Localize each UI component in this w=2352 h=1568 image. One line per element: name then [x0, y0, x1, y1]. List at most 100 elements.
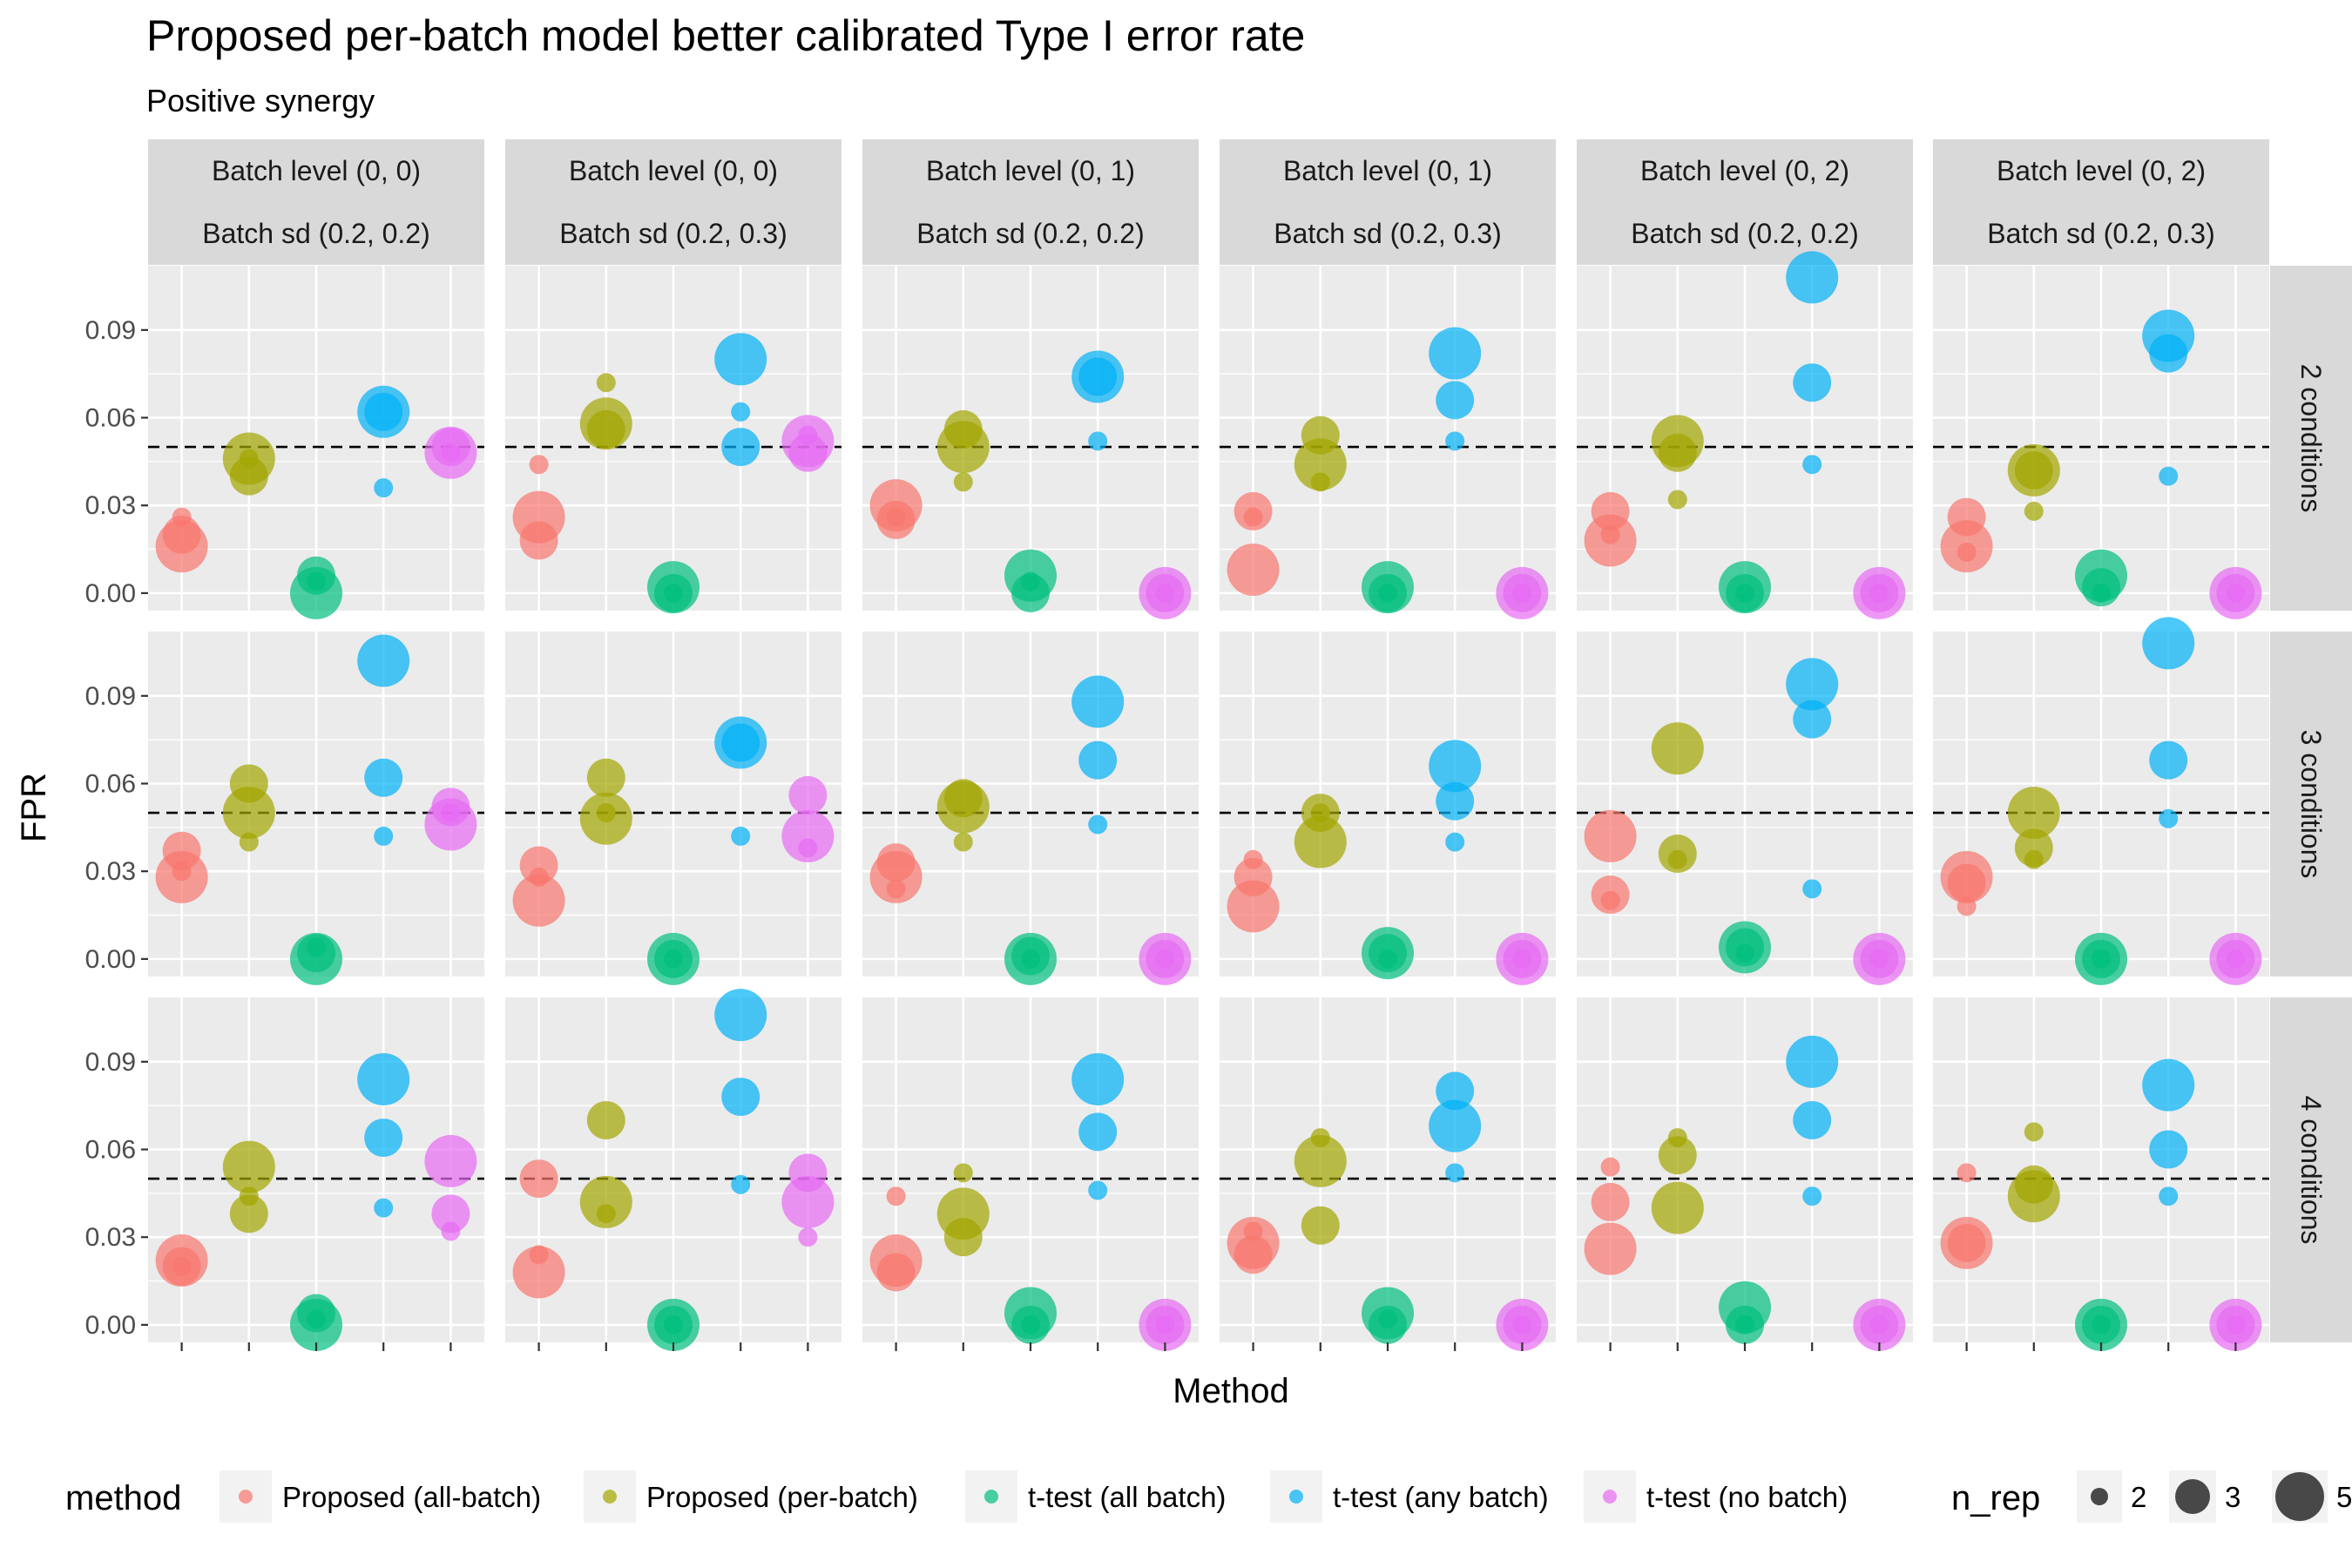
data-point [1445, 1163, 1465, 1183]
column-strip-label: Batch level (0, 1) [926, 155, 1135, 186]
data-point [1310, 472, 1330, 492]
row-strip [2270, 997, 2352, 1342]
data-point [714, 989, 767, 1042]
data-point [596, 1204, 616, 1224]
data-point [1947, 497, 1986, 537]
data-point [239, 449, 259, 469]
data-point [2226, 949, 2246, 969]
data-point [781, 809, 835, 862]
data-point [1078, 1112, 1118, 1152]
data-point [2007, 787, 2060, 840]
legend-label: t-test (all batch) [1028, 1481, 1226, 1513]
column-strip [148, 139, 484, 265]
data-point [1591, 1182, 1630, 1221]
data-point [1243, 849, 1263, 869]
data-point [1651, 722, 1704, 775]
data-point [307, 1309, 326, 1329]
column-strip-label: Batch sd (0.2, 0.2) [916, 218, 1144, 249]
data-point [714, 333, 767, 386]
column-strip-label: Batch level (0, 1) [1283, 155, 1492, 186]
y-tick-label: 0.03 [85, 491, 136, 520]
data-point [886, 1186, 906, 1206]
data-point [512, 874, 565, 927]
data-point [586, 758, 625, 797]
column-strip [1577, 139, 1913, 265]
y-tick-label: 0.09 [85, 1048, 136, 1077]
data-point [1512, 583, 1532, 603]
data-point [788, 1153, 828, 1193]
data-point [1947, 1223, 1986, 1262]
data-point [1658, 1136, 1697, 1175]
data-point [1078, 357, 1118, 396]
data-point [1011, 573, 1050, 612]
data-point [1793, 1100, 1832, 1139]
data-point [357, 1052, 410, 1105]
y-tick-label: 0.00 [85, 1311, 136, 1340]
data-point [2014, 450, 2053, 490]
data-point [441, 1221, 461, 1241]
data-point [876, 843, 916, 882]
legend-point [239, 1490, 253, 1504]
column-strip-label: Batch sd (0.2, 0.2) [202, 218, 429, 249]
data-point [1088, 814, 1108, 835]
y-tick-label: 0.06 [85, 770, 136, 799]
data-point [1512, 1315, 1532, 1335]
facet-panels: Batch level (0, 0) Batch sd (0.2, 0.2) Bat… [85, 139, 2352, 1351]
data-point [1294, 438, 1347, 491]
data-point [586, 409, 625, 449]
data-point [2014, 1165, 2053, 1204]
data-point [886, 507, 906, 527]
data-point [798, 838, 818, 858]
data-point [1243, 1221, 1263, 1241]
chart-title: Proposed per-batch model better calibrat… [146, 11, 1305, 60]
data-point [943, 779, 983, 818]
size-legend-label: 5 [2336, 1481, 2352, 1513]
data-point [2159, 466, 2179, 486]
data-point [1429, 327, 1482, 380]
data-point [1584, 809, 1637, 862]
column-strip [1933, 139, 2269, 265]
data-point [2226, 1315, 2246, 1335]
data-point [519, 521, 558, 560]
data-point [1658, 433, 1697, 472]
data-point [721, 723, 760, 762]
data-point [596, 803, 616, 823]
data-point [357, 634, 410, 687]
data-point [374, 1198, 394, 1218]
data-point [1793, 363, 1832, 402]
data-point [1378, 583, 1397, 603]
data-point [1869, 1315, 1889, 1335]
data-point [1378, 949, 1397, 969]
data-point [1243, 507, 1263, 527]
data-point [1445, 431, 1465, 451]
data-point [1667, 490, 1687, 510]
data-point [1436, 381, 1475, 420]
column-strip [505, 139, 841, 265]
row-strip-label: 4 conditions [2295, 1096, 2327, 1245]
data-point [1155, 949, 1175, 969]
data-point [731, 826, 751, 846]
data-point [1584, 1222, 1637, 1275]
data-point [519, 846, 558, 885]
legend-point [1289, 1490, 1303, 1504]
data-point [172, 862, 192, 882]
data-point [1233, 1235, 1273, 1274]
data-point [664, 949, 683, 969]
data-point [2024, 849, 2044, 869]
data-point [2142, 1058, 2195, 1112]
data-point [229, 1194, 268, 1233]
data-point [529, 455, 549, 475]
data-point [229, 456, 268, 496]
data-point [2024, 1122, 2044, 1142]
data-point [229, 764, 268, 803]
data-point [2149, 334, 2188, 373]
column-strip [1220, 139, 1556, 265]
data-point [788, 433, 828, 472]
data-point [441, 803, 461, 823]
data-point [1802, 1186, 1822, 1206]
y-tick-label: 0.00 [85, 945, 136, 974]
data-point [307, 937, 326, 957]
data-point [1793, 700, 1832, 739]
x-axis-title: Method [1173, 1372, 1288, 1410]
